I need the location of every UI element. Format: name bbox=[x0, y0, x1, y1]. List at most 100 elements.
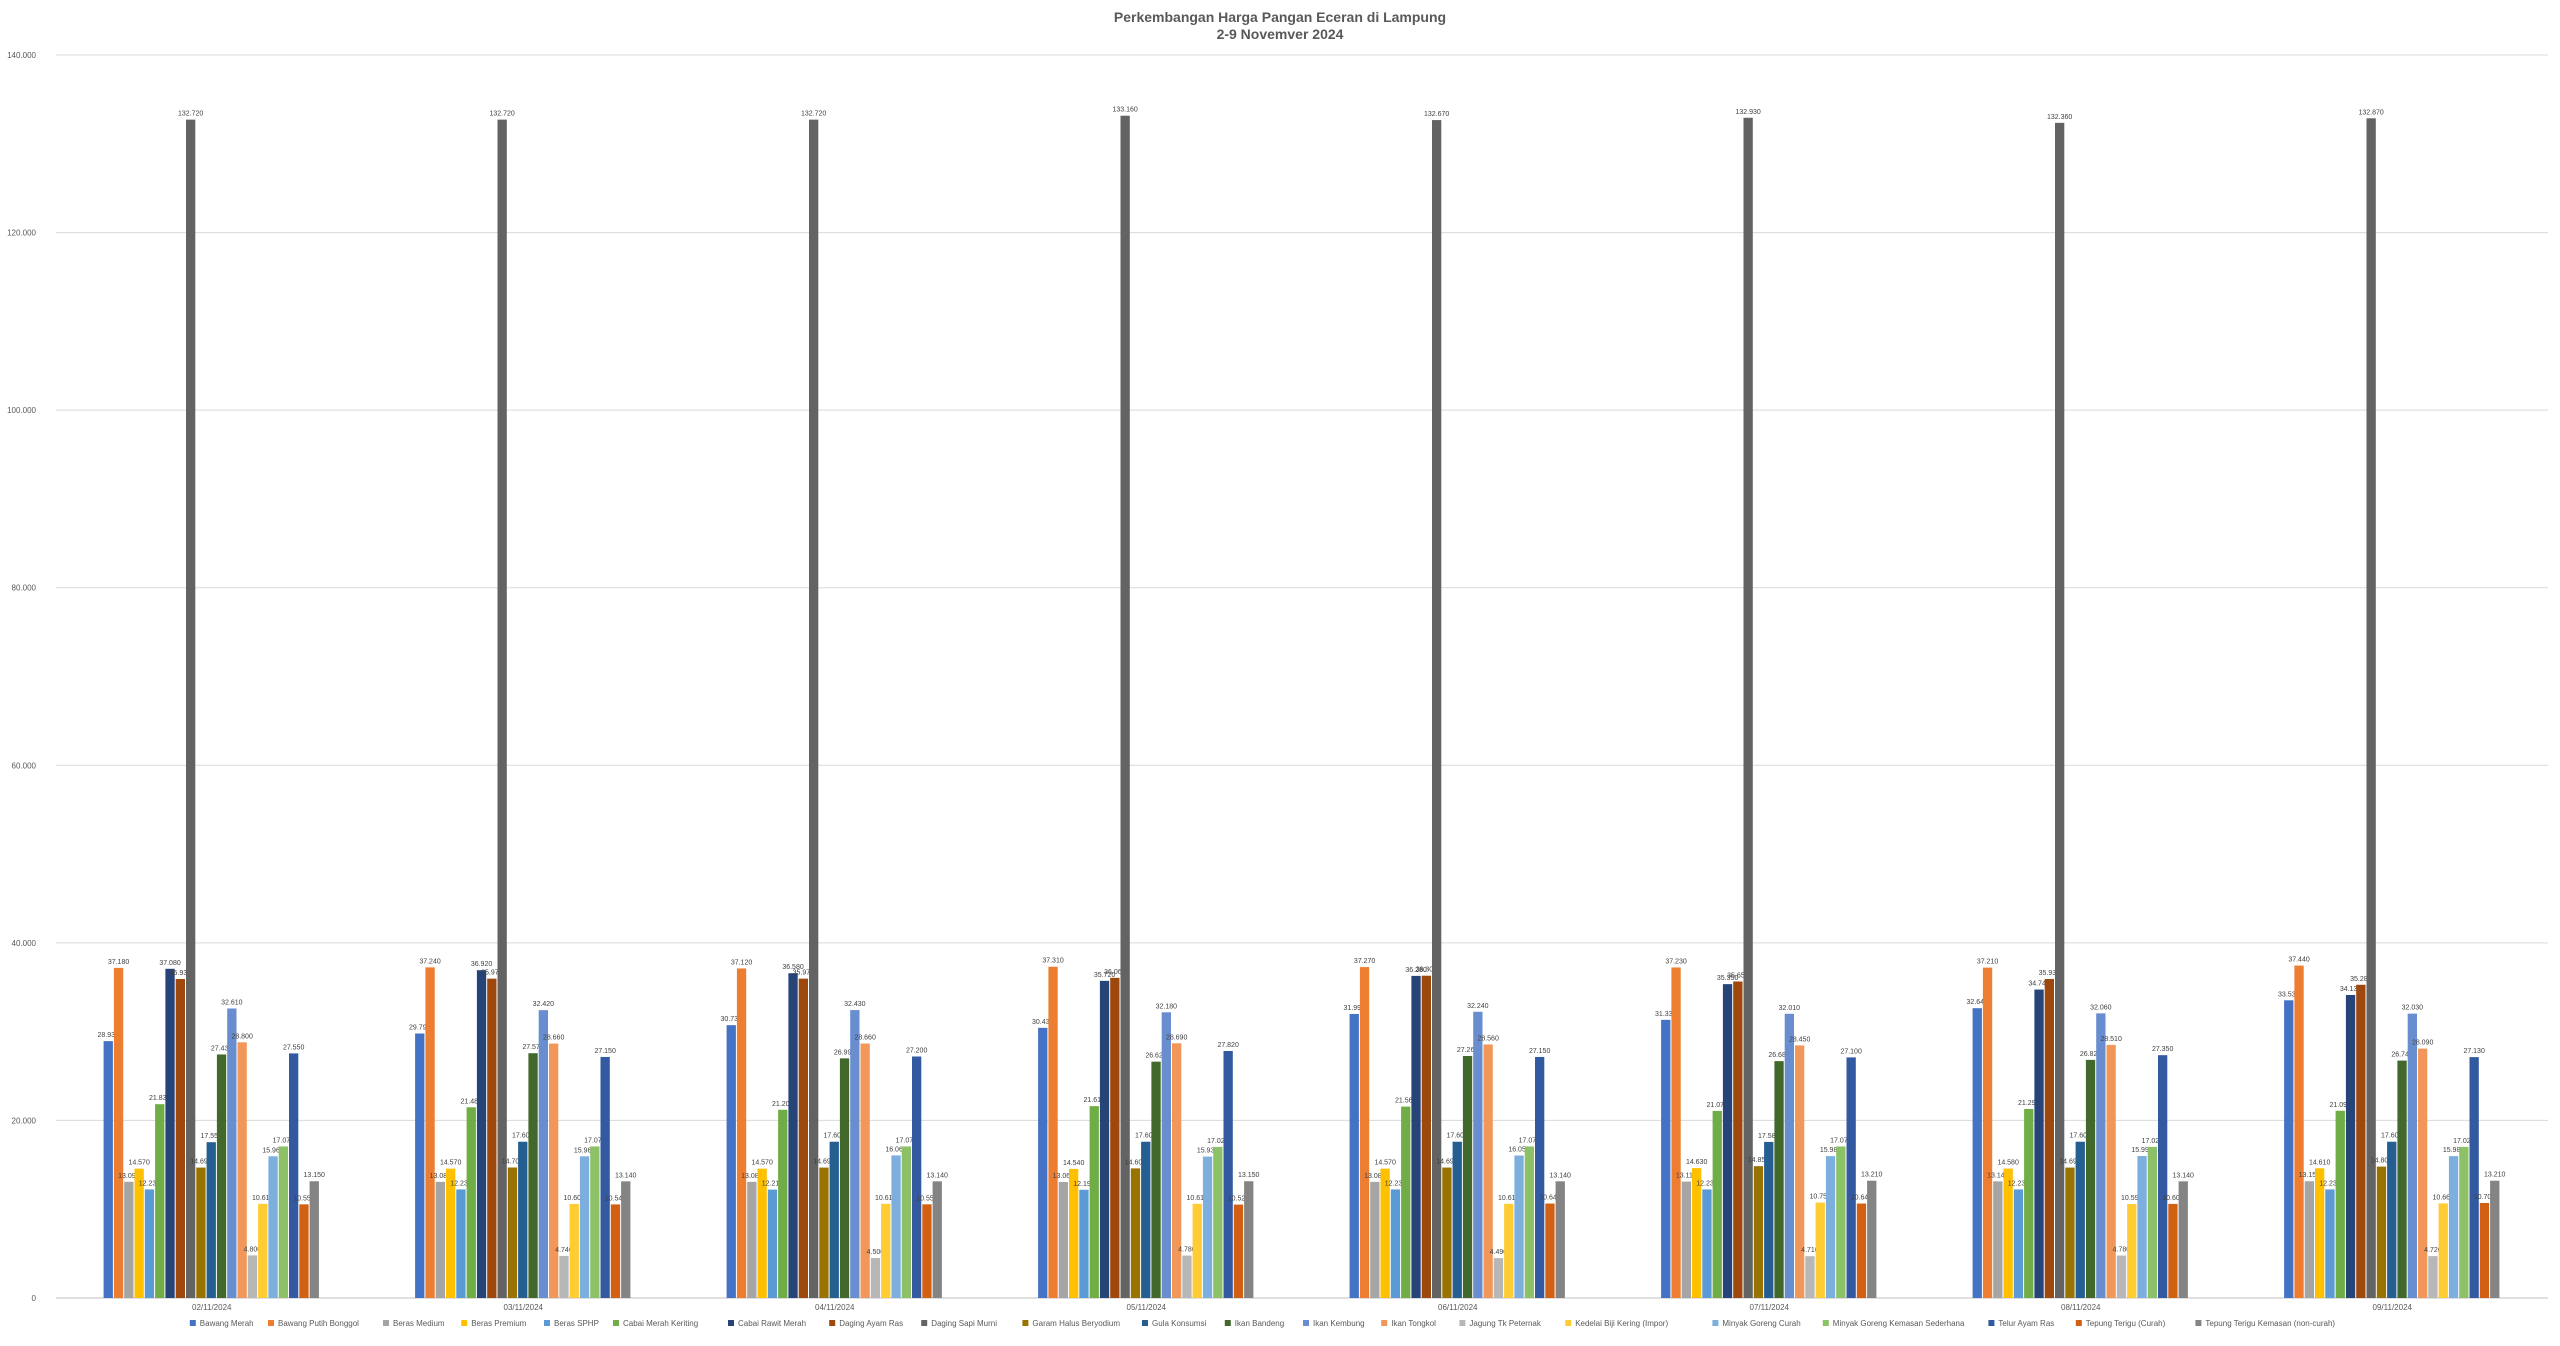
legend-swatch bbox=[1565, 1320, 1572, 1326]
data-label: 30.430 bbox=[1032, 1019, 1054, 1026]
data-label: 26.990 bbox=[834, 1049, 856, 1056]
data-label: 10.540 bbox=[605, 1195, 627, 1202]
bar bbox=[1141, 1141, 1151, 1298]
data-label: 17.020 bbox=[2453, 1138, 2475, 1145]
bar bbox=[590, 1146, 600, 1298]
bar bbox=[1681, 1181, 1691, 1298]
data-label: 132.930 bbox=[1735, 109, 1760, 116]
bar bbox=[2065, 1167, 2075, 1298]
data-label: 32.610 bbox=[221, 999, 243, 1006]
bar bbox=[2459, 1146, 2469, 1298]
bar bbox=[1048, 966, 1058, 1298]
bar bbox=[103, 1041, 113, 1298]
data-label: 133.160 bbox=[1112, 107, 1137, 114]
data-label: 29.790 bbox=[409, 1025, 431, 1032]
data-label: 4.800 bbox=[244, 1246, 262, 1253]
data-label: 10.610 bbox=[875, 1195, 897, 1202]
bar bbox=[278, 1146, 288, 1298]
data-label: 10.550 bbox=[916, 1195, 938, 1202]
data-label: 21.290 bbox=[2018, 1100, 2040, 1107]
bar bbox=[1370, 1181, 1380, 1298]
bar bbox=[186, 119, 196, 1299]
data-label: 31.330 bbox=[1655, 1011, 1677, 1018]
data-label: 12.230 bbox=[1696, 1180, 1718, 1187]
legend-label: Beras Medium bbox=[393, 1319, 445, 1328]
data-label: 21.200 bbox=[772, 1101, 794, 1108]
data-label: 21.560 bbox=[1395, 1098, 1417, 1105]
data-label: 14.690 bbox=[813, 1159, 835, 1166]
data-label: 12.210 bbox=[762, 1181, 784, 1188]
bar bbox=[2356, 984, 2366, 1298]
legend-label: Bawang Putih Bonggol bbox=[278, 1319, 359, 1328]
chart-title: Perkembangan Harga Pangan Eceran di Lamp… bbox=[1113, 9, 1447, 25]
bar bbox=[2418, 1048, 2428, 1298]
data-label: 15.990 bbox=[2131, 1147, 2153, 1154]
data-label: 14.570 bbox=[440, 1160, 462, 1167]
bar bbox=[1514, 1155, 1524, 1298]
bar bbox=[1753, 1166, 1764, 1298]
data-label: 14.570 bbox=[751, 1160, 773, 1167]
data-label: 28.450 bbox=[1789, 1036, 1811, 1043]
bar bbox=[2304, 1181, 2314, 1298]
legend-swatch bbox=[1022, 1320, 1029, 1326]
bar bbox=[1774, 1061, 1784, 1298]
data-label: 32.640 bbox=[1967, 999, 1989, 1006]
legend: Bawang Merah Bawang Putih Bonggol Beras Me… bbox=[189, 1319, 2335, 1328]
bar bbox=[850, 1010, 860, 1298]
data-label: 27.430 bbox=[211, 1045, 233, 1052]
data-label: 13.140 bbox=[1987, 1172, 2009, 1179]
legend-label: Jagung Tk Peternak bbox=[1469, 1319, 1541, 1328]
bar bbox=[206, 1142, 216, 1298]
data-label: 10.520 bbox=[1228, 1196, 1250, 1203]
bar bbox=[1815, 1202, 1825, 1298]
bar bbox=[2168, 1203, 2178, 1298]
bar bbox=[2044, 978, 2054, 1298]
data-label: 17.580 bbox=[1758, 1133, 1780, 1140]
y-tick-label: 100.000 bbox=[7, 406, 36, 415]
data-label: 132.720 bbox=[178, 111, 203, 118]
data-label: 21.070 bbox=[1707, 1102, 1729, 1109]
legend-label: Cabai Merah Keriting bbox=[623, 1319, 698, 1328]
bar bbox=[549, 1043, 559, 1298]
data-label: 14.570 bbox=[128, 1160, 150, 1167]
bar bbox=[757, 1168, 767, 1298]
legend-swatch bbox=[613, 1320, 619, 1326]
data-label: 14.800 bbox=[2371, 1158, 2393, 1165]
bar bbox=[600, 1056, 610, 1298]
y-tick-label: 40.000 bbox=[12, 939, 37, 948]
bar bbox=[579, 1156, 590, 1298]
bar bbox=[2428, 1256, 2438, 1298]
bar bbox=[144, 1189, 155, 1298]
legend-label: Daging Sapi Murni bbox=[931, 1319, 997, 1328]
y-tick-label: 80.000 bbox=[12, 584, 37, 593]
data-label: 26.680 bbox=[1768, 1052, 1790, 1059]
data-label: 35.930 bbox=[2039, 970, 2061, 977]
data-label: 17.600 bbox=[1135, 1133, 1157, 1140]
bar bbox=[466, 1107, 476, 1298]
bar bbox=[487, 978, 497, 1298]
legend-label: Beras SPHP bbox=[554, 1319, 599, 1328]
data-label: 27.570 bbox=[522, 1044, 544, 1051]
bar bbox=[819, 1167, 829, 1298]
data-label: 34.740 bbox=[2028, 981, 2050, 988]
bar bbox=[1867, 1180, 1877, 1298]
bar bbox=[2137, 1156, 2147, 1298]
x-tick-label: 08/11/2024 bbox=[2061, 1303, 2101, 1312]
bar bbox=[922, 1204, 932, 1298]
legend-swatch bbox=[189, 1320, 196, 1326]
data-label: 14.850 bbox=[1748, 1157, 1770, 1164]
data-label: 32.240 bbox=[1467, 1003, 1489, 1010]
data-label: 10.610 bbox=[252, 1195, 274, 1202]
bar bbox=[2397, 1060, 2407, 1298]
bar bbox=[2003, 1168, 2013, 1298]
bar bbox=[2325, 1189, 2335, 1298]
bar bbox=[1161, 1012, 1171, 1298]
bar bbox=[2345, 994, 2356, 1298]
data-label: 16.050 bbox=[1508, 1146, 1530, 1153]
bar bbox=[1764, 1141, 1774, 1298]
bar bbox=[1359, 967, 1370, 1298]
bar bbox=[767, 1189, 778, 1298]
data-label: 10.600 bbox=[2162, 1195, 2184, 1202]
data-label: 14.700 bbox=[502, 1158, 524, 1165]
